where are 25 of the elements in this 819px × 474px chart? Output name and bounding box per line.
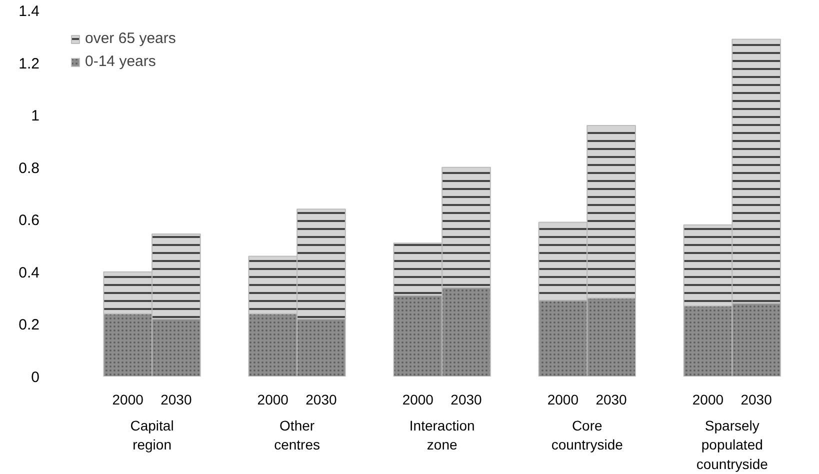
x-tick-label: 2000 [402, 392, 434, 408]
legend-label: 0-14 years [85, 53, 156, 70]
x-tick-label: 2030 [450, 392, 482, 408]
x-tick-label: 2000 [692, 392, 724, 408]
y-tick-label: 1.2 [18, 55, 40, 72]
y-tick-label: 0 [31, 369, 40, 386]
text: Other centres [274, 418, 320, 453]
y-tick-label: 0.8 [18, 160, 40, 177]
text: Interaction zone [409, 418, 475, 453]
text: Core countryside [551, 418, 624, 453]
y-tick-label: 0.6 [18, 212, 40, 230]
x-tick-label: 2000 [257, 392, 289, 408]
y-tick-label: 1 [31, 108, 40, 125]
x-tick-label: 2030 [740, 392, 772, 408]
y-tick-label: 1.4 [18, 3, 40, 20]
x-tick-label: 2030 [160, 392, 192, 408]
x-tick-label: 2030 [596, 392, 628, 408]
x-tick-label: 2030 [306, 392, 338, 408]
legend-label: over 65 years [85, 30, 176, 47]
y-tick-label: 0.2 [18, 316, 40, 334]
y-tick-label: 0.4 [18, 264, 40, 282]
text: Sparsely populated countryside [696, 418, 768, 472]
text: Capital region [130, 418, 174, 453]
x-tick-label: 2000 [547, 392, 579, 408]
x-tick-label: 2000 [112, 392, 144, 408]
